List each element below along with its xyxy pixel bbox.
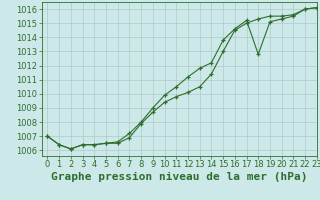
X-axis label: Graphe pression niveau de la mer (hPa): Graphe pression niveau de la mer (hPa) [51,172,308,182]
